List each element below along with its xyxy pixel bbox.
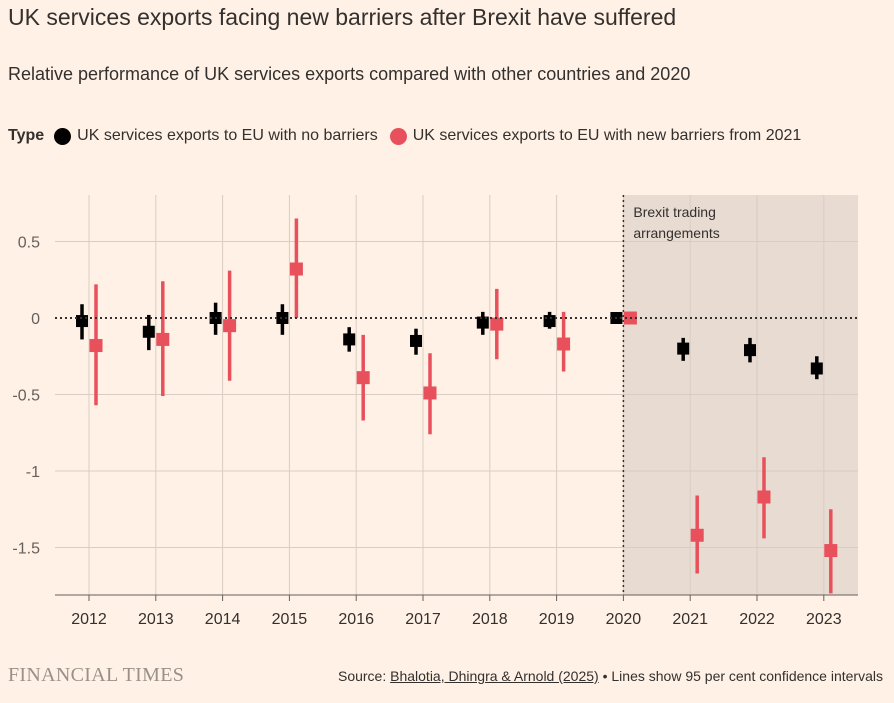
- marker-no-barriers: [677, 342, 690, 355]
- legend-title: Type: [8, 127, 45, 144]
- marker-new-barriers: [690, 528, 704, 542]
- marker-no-barriers: [343, 333, 356, 346]
- y-tick-label: 0.5: [18, 235, 40, 252]
- marker-no-barriers: [744, 344, 756, 357]
- legend: Type UK services exports to EU with no b…: [8, 127, 813, 145]
- legend-item-no-barriers: UK services exports to EU with no barrie…: [54, 127, 378, 145]
- marker-no-barriers: [810, 362, 823, 375]
- y-tick-label: -1: [26, 464, 40, 481]
- chart-title: UK services exports facing new barriers …: [8, 4, 677, 30]
- x-tick-label: 2013: [138, 611, 174, 628]
- x-tick-label: 2022: [739, 611, 775, 628]
- legend-label-no-barriers: UK services exports to EU with no barrie…: [77, 127, 378, 144]
- chart-subtitle: Relative performance of UK services expo…: [8, 64, 691, 84]
- x-tick-label: 2018: [472, 611, 508, 628]
- marker-no-barriers: [76, 315, 88, 328]
- marker-new-barriers: [156, 332, 170, 346]
- x-tick-label: 2021: [672, 611, 708, 628]
- marker-new-barriers: [89, 339, 103, 353]
- ft-logo: FINANCIAL TIMES: [8, 664, 185, 686]
- legend-item-new-barriers: UK services exports to EU with new barri…: [389, 127, 802, 145]
- marker-no-barriers: [142, 325, 155, 338]
- marker-no-barriers: [543, 315, 556, 328]
- marker-new-barriers: [757, 490, 771, 504]
- brexit-annotation-line: arrangements: [633, 225, 719, 241]
- marker-new-barriers: [356, 371, 370, 385]
- marker-new-barriers: [824, 544, 838, 558]
- y-tick-label: -0.5: [12, 388, 40, 405]
- legend-swatch-no-barriers: [54, 127, 72, 145]
- source-prefix: Source:: [337, 668, 391, 684]
- source-link[interactable]: Bhalotia, Dhingra & Arnold (2025): [390, 668, 599, 684]
- brexit-annotation-line: Brexit trading: [633, 204, 715, 220]
- x-tick-label: 2016: [338, 611, 374, 628]
- x-tick-label: 2014: [205, 611, 241, 628]
- marker-new-barriers: [289, 262, 303, 276]
- marker-no-barriers: [276, 312, 289, 324]
- x-tick-label: 2023: [806, 611, 842, 628]
- x-tick-label: 2019: [539, 611, 575, 628]
- source-note: Source: Bhalotia, Dhingra & Arnold (2025…: [338, 668, 883, 684]
- y-tick-label: -1.5: [12, 541, 40, 558]
- marker-new-barriers: [557, 337, 571, 351]
- x-tick-label: 2012: [71, 611, 107, 628]
- marker-new-barriers: [423, 386, 437, 400]
- marker-no-barriers: [476, 316, 489, 329]
- source-suffix: • Lines show 95 per cent confidence inte…: [598, 668, 883, 684]
- marker-new-barriers: [490, 317, 504, 331]
- legend-swatch-new-barriers: [389, 127, 407, 145]
- x-tick-label: 2017: [405, 611, 441, 628]
- marker-new-barriers: [223, 319, 237, 333]
- x-tick-label: 2020: [606, 611, 642, 628]
- x-tick-label: 2015: [272, 611, 308, 628]
- marker-no-barriers: [410, 334, 422, 347]
- legend-label-new-barriers: UK services exports to EU with new barri…: [412, 127, 802, 144]
- y-tick-label: 0: [31, 311, 40, 328]
